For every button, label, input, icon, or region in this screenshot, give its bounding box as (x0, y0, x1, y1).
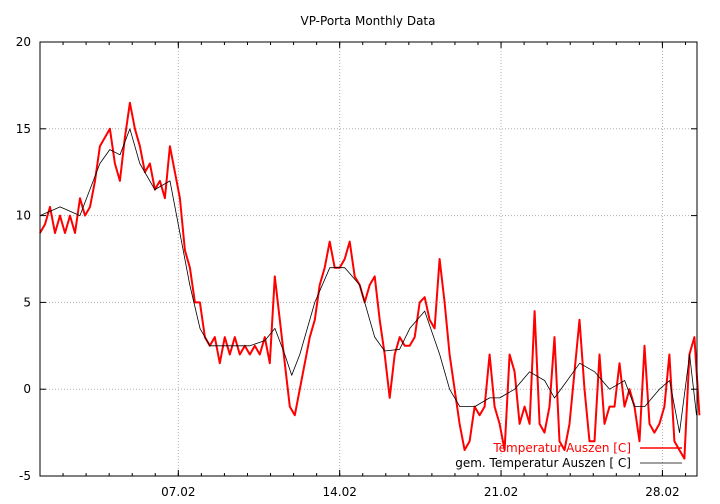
series-line-avg-temperature (39, 128, 697, 434)
grid (40, 42, 697, 476)
series-line-temperature (39, 101, 701, 460)
y-tick-label: 10 (16, 209, 31, 223)
y-tick-label: 5 (23, 295, 31, 309)
x-tick-label: 14.02 (323, 485, 357, 499)
x-tick-label: 07.02 (161, 485, 195, 499)
y-tick-label: 20 (16, 35, 31, 49)
legend-label-temperature: Temperatur Auszen [C] (492, 441, 631, 455)
plot-frame (39, 41, 698, 477)
chart-title: VP-Porta Monthly Data (301, 14, 436, 28)
series-lines (39, 101, 701, 460)
x-tick-label: 28.02 (645, 485, 679, 499)
y-tick-label: 0 (23, 382, 31, 396)
legend-label-avg-temperature: gem. Temperatur Auszen [ C] (455, 456, 631, 470)
x-tick-label: 21.02 (484, 485, 518, 499)
y-tick-label: 15 (16, 122, 31, 136)
y-tick-label: -5 (19, 469, 31, 483)
legend: Temperatur Auszen [C] gem. Temperatur Au… (455, 441, 682, 470)
